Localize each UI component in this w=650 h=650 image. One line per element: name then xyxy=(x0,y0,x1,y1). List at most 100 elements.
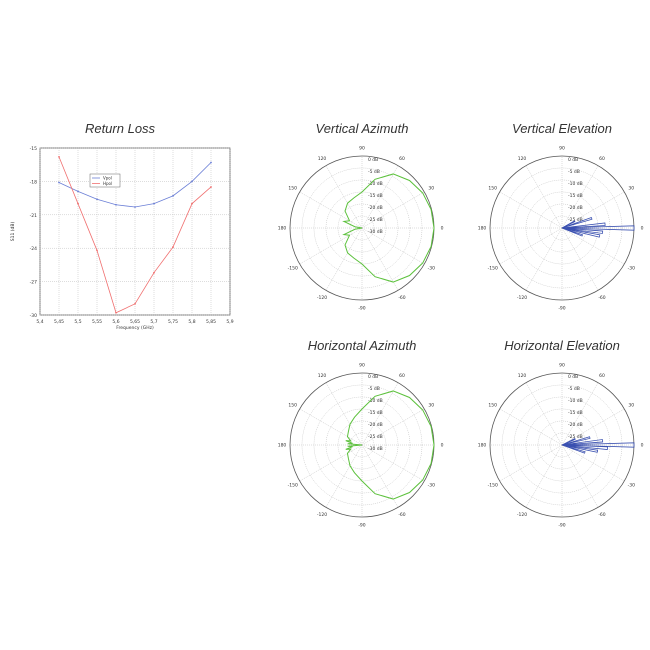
x-tick-label: 5,6 xyxy=(112,319,119,325)
angle-label: 180 xyxy=(278,226,287,232)
angle-label: 150 xyxy=(488,403,497,409)
polar-spoke xyxy=(325,165,363,229)
data-point-Hpol xyxy=(58,156,60,158)
polar-spoke xyxy=(561,444,625,482)
radiation-lobe xyxy=(561,439,604,446)
data-point-Vpol xyxy=(153,202,155,205)
data-point-Hpol xyxy=(134,302,136,305)
radial-label: -25 dB xyxy=(368,217,383,223)
polar-spoke xyxy=(499,191,563,229)
data-point-Vpol xyxy=(96,198,98,201)
angle-label: 90 xyxy=(359,146,365,152)
radial-label: -20 dB xyxy=(368,422,383,428)
radiation-lobe xyxy=(561,227,584,237)
angle-label: 60 xyxy=(399,373,405,379)
radiation-lobe xyxy=(561,444,599,453)
radiation-lobe xyxy=(561,444,586,454)
angle-label: 150 xyxy=(288,403,297,409)
radiation-lobe xyxy=(561,227,604,234)
angle-label: 60 xyxy=(399,156,405,162)
polar-spoke xyxy=(299,191,363,229)
angle-label: -30 xyxy=(428,483,435,489)
x-axis-label: Frequency (GHz) xyxy=(116,325,154,331)
polar-spoke xyxy=(561,227,599,291)
plot-area xyxy=(39,147,231,316)
polar-spoke xyxy=(361,227,425,265)
polar-spoke xyxy=(361,227,399,291)
radiation-lobe xyxy=(561,436,591,446)
angle-label: 180 xyxy=(478,226,487,232)
radial-label: -10 dB xyxy=(368,181,383,187)
y-tick-label: -24 xyxy=(30,246,37,252)
polar-spoke xyxy=(525,227,563,291)
polar-spoke xyxy=(299,444,363,482)
angle-label: 180 xyxy=(278,443,287,449)
x-tick-label: 5,4 xyxy=(36,319,43,325)
polar-spoke xyxy=(299,408,363,446)
angle-label: -90 xyxy=(558,523,565,529)
polar-spoke xyxy=(361,444,399,508)
angle-label: -120 xyxy=(517,512,527,518)
angle-label: 0 xyxy=(441,443,444,449)
polar-spoke xyxy=(561,227,625,265)
radiation-pattern xyxy=(342,173,435,283)
radial-label: 0 dB xyxy=(568,374,578,380)
radial-label: -30 dB xyxy=(368,446,383,452)
data-point-Hpol xyxy=(172,246,174,248)
x-tick-label: 5,7 xyxy=(150,319,157,325)
radiation-lobe xyxy=(561,437,576,446)
y-tick-label: -21 xyxy=(30,213,37,219)
angle-label: -150 xyxy=(288,266,298,272)
angle-label: -150 xyxy=(488,483,498,489)
polar-spoke xyxy=(361,408,425,446)
radiation-lobe xyxy=(561,220,576,229)
angle-label: 30 xyxy=(428,186,434,192)
radial-label: -15 dB xyxy=(368,410,383,416)
data-point-Vpol xyxy=(115,203,117,206)
y-axis-label: S11 (dB) xyxy=(10,222,16,242)
radial-label: -15 dB xyxy=(568,410,583,416)
x-tick-label: 5,45 xyxy=(54,319,64,325)
angle-label: -30 xyxy=(428,266,435,272)
x-tick-label: 5,75 xyxy=(168,319,178,325)
radial-label: -20 dB xyxy=(368,205,383,211)
radial-label: -30 dB xyxy=(368,229,383,235)
angle-label: 120 xyxy=(318,156,327,162)
y-tick-label: -30 xyxy=(30,313,37,319)
data-point-Hpol xyxy=(153,271,155,274)
angle-label: 30 xyxy=(428,403,434,409)
polar-spoke xyxy=(325,227,363,291)
polar-spoke xyxy=(499,444,563,482)
angle-label: 60 xyxy=(599,373,605,379)
angle-label: 0 xyxy=(441,226,444,232)
angle-label: 90 xyxy=(559,363,565,369)
angle-label: -120 xyxy=(317,512,327,518)
polar-spoke xyxy=(561,444,599,508)
data-point-Hpol xyxy=(77,202,79,205)
angle-label: 120 xyxy=(318,373,327,379)
angle-label: -60 xyxy=(398,295,405,301)
angle-label: 30 xyxy=(628,403,634,409)
y-tick-label: -15 xyxy=(30,146,37,152)
radial-label: -20 dB xyxy=(568,422,583,428)
return-loss-title: Return Loss xyxy=(84,121,156,136)
radial-label: -5 dB xyxy=(568,386,580,392)
radial-label: -10 dB xyxy=(568,398,583,404)
polar-spoke xyxy=(525,382,563,446)
vertical-azimuth-title: Vertical Azimuth xyxy=(315,121,409,136)
x-tick-label: 5,8 xyxy=(188,319,195,325)
horizontal-elevation-title: Horizontal Elevation xyxy=(504,338,620,353)
x-tick-label: 5,65 xyxy=(130,319,140,325)
x-tick-label: 5,5 xyxy=(74,319,81,325)
x-tick-label: 5,55 xyxy=(92,319,102,325)
radial-label: -25 dB xyxy=(568,434,583,440)
angle-label: -90 xyxy=(558,306,565,312)
radial-label: -10 dB xyxy=(368,398,383,404)
radial-label: 0 dB xyxy=(368,374,378,380)
radial-label: 0 dB xyxy=(368,157,378,163)
angle-label: 180 xyxy=(478,443,487,449)
radial-label: -15 dB xyxy=(568,193,583,199)
radiation-lobe xyxy=(561,222,606,229)
angle-label: -30 xyxy=(628,483,635,489)
